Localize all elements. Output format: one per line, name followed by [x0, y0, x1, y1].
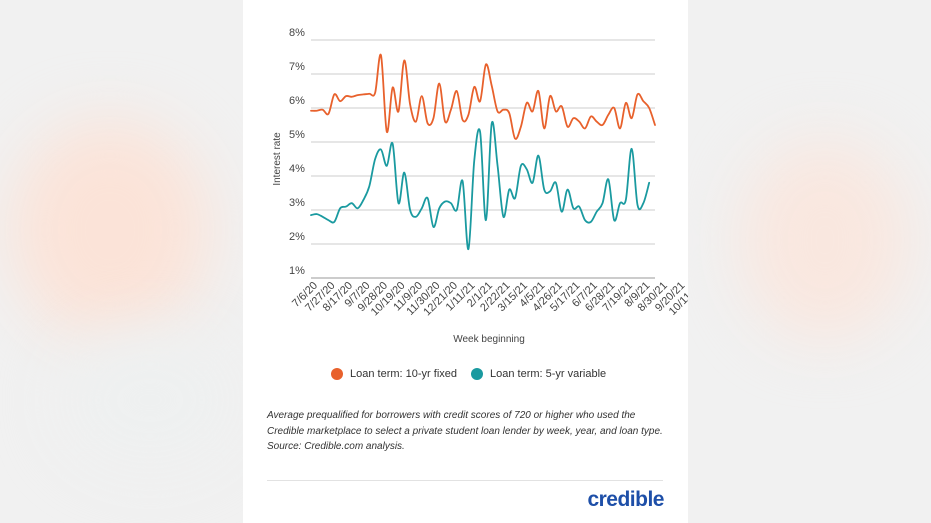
y-tick-label: 4%	[289, 163, 305, 175]
credible-logo[interactable]: credible	[587, 488, 664, 511]
legend-swatch-variable	[471, 368, 483, 380]
y-tick-label: 5%	[289, 129, 305, 141]
series-line-5yr-variable	[310, 120, 651, 251]
legend-item-fixed[interactable]: Loan term: 10-yr fixed	[331, 368, 457, 380]
y-tick-label: 2%	[289, 231, 305, 243]
y-axis-title: Interest rate	[272, 132, 283, 186]
legend-label-variable: Loan term: 5-yr variable	[490, 368, 607, 380]
legend-item-variable[interactable]: Loan term: 5-yr variable	[471, 368, 606, 380]
line-chart: 1%2%3%4%5%6%7%8%Interest rate7/6/207/27/…	[272, 27, 688, 345]
y-tick-label: 3%	[289, 197, 305, 209]
legend-label-fixed: Loan term: 10-yr fixed	[350, 368, 457, 380]
y-tick-label: 8%	[289, 27, 305, 39]
legend-swatch-fixed	[331, 368, 343, 380]
series-line-10yr-fixed	[310, 53, 656, 140]
background-blur-left	[10, 120, 210, 340]
y-tick-label: 6%	[289, 95, 305, 107]
chart-card: 1% 2% 3% 4% 5% 6% 7% 8% Interest rate 7/6/20 7/27/…	[243, 0, 688, 523]
x-axis-title: Week beginning	[453, 334, 525, 345]
background-blur-bottom	[60, 330, 240, 470]
background-blur-right	[740, 140, 910, 340]
chart-legend: Loan term: 10-yr fixed Loan term: 5-yr v…	[331, 368, 620, 380]
y-tick-label: 1%	[289, 265, 305, 277]
divider	[267, 480, 663, 481]
chart-caption: Average prequalified for borrowers with …	[267, 410, 663, 452]
y-tick-label: 7%	[289, 61, 305, 73]
